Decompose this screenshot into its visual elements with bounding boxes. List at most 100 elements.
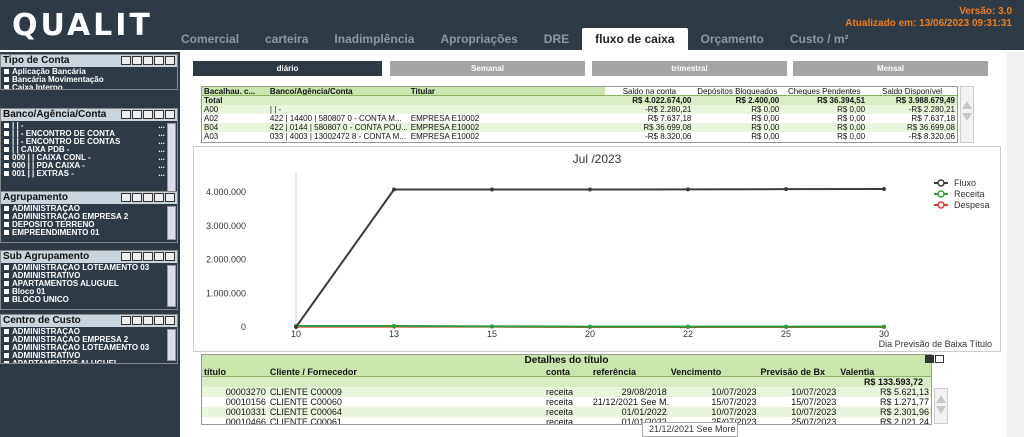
right-gutter: [1007, 52, 1024, 437]
tab-7[interactable]: Custo / m²: [789, 32, 849, 46]
list-item[interactable]: ADMINISTRATIVO: [4, 352, 165, 360]
print-icon[interactable]: [143, 193, 153, 202]
export-icon[interactable]: [154, 316, 164, 325]
comment-icon[interactable]: [132, 316, 142, 325]
export-icon[interactable]: [154, 193, 164, 202]
list-item[interactable]: 000 | | CAIXA CONL -...: [4, 154, 165, 162]
data-point-receita: [588, 324, 592, 329]
cell: R$ 2.021,24: [879, 417, 929, 425]
cell: receita: [546, 407, 574, 417]
tab-6[interactable]: Orçamento: [700, 32, 764, 46]
list-item[interactable]: Caixa Interno: [4, 84, 165, 89]
print-icon[interactable]: [143, 252, 153, 261]
cell: -R$ 2.280,21: [645, 105, 692, 114]
clear-icon[interactable]: [165, 252, 175, 261]
export-icon[interactable]: [154, 252, 164, 261]
search-icon[interactable]: [121, 193, 131, 202]
list-item[interactable]: APARTAMENTOS ALUGUEL: [4, 280, 165, 288]
list-item[interactable]: ADMINISTRAÇÃO LOTEAMENTO 03: [4, 264, 165, 272]
list-item[interactable]: APARTAMENTOS ALUGUEL: [4, 360, 165, 363]
list-item[interactable]: ADMINISTRAÇÃO: [4, 205, 165, 213]
list-item[interactable]: Bancária Movimentação: [4, 76, 165, 84]
period-button-2[interactable]: trimestral: [592, 61, 787, 76]
tab-0[interactable]: Comercial: [181, 32, 240, 46]
list-item[interactable]: ADMINISTRAÇÃO EMPRESA 2: [4, 213, 165, 221]
list-item[interactable]: | | - ENCONTRO DE CONTAS...: [4, 138, 165, 146]
search-icon[interactable]: [121, 252, 131, 261]
accounts-scrollbar[interactable]: [960, 86, 974, 143]
list-item[interactable]: ADMINISTRAÇÃO EMPRESA 2: [4, 336, 165, 344]
list-item[interactable]: BLOCO UNICO: [4, 296, 165, 304]
clear-icon[interactable]: [165, 110, 175, 119]
search-icon[interactable]: [121, 56, 131, 65]
export-icon[interactable]: [935, 355, 944, 363]
y-tick-label: 1.000.000: [206, 288, 246, 298]
tab-1[interactable]: carteira: [265, 32, 309, 46]
listbox-scrollbar[interactable]: [167, 265, 176, 307]
tab-4[interactable]: DRE: [543, 32, 570, 46]
cell: Bacalhau. c...: [204, 87, 256, 95]
listbox-scrollbar[interactable]: [167, 329, 176, 361]
scroll-down-icon[interactable]: [936, 406, 946, 414]
list-item[interactable]: 000 | | PDA CAIXA -...: [4, 162, 165, 170]
legend-label-despesa: Despesa: [954, 200, 990, 210]
print-icon[interactable]: [143, 316, 153, 325]
y-tick-label: 3.000.000: [206, 221, 246, 231]
cell: Cheques Pendentes: [781, 87, 868, 95]
tab-5[interactable]: fluxo de caixa: [582, 28, 688, 50]
cell: título: [204, 367, 226, 376]
legend-label-receita: Receita: [954, 189, 985, 199]
details-scrollbar[interactable]: [934, 388, 948, 424]
tab-3[interactable]: Apropriações: [440, 32, 518, 46]
list-item[interactable]: EMPREENDIMENTO 01: [4, 229, 165, 237]
list-item[interactable]: ADMINISTRAÇÃO: [4, 328, 165, 336]
list-item[interactable]: 001 | | EXTRAS -...: [4, 170, 165, 178]
search-icon[interactable]: [121, 110, 131, 119]
details-row: 00010156 CLIENTE C00060 receita 21/12/2021 …: [202, 397, 931, 407]
print-icon[interactable]: [143, 56, 153, 65]
x-tick-label: 15: [487, 329, 497, 339]
cell: R$ 36.699,08: [643, 123, 692, 132]
cell: 00010466: [225, 417, 266, 425]
cell: -R$ 8.320,06: [645, 132, 692, 141]
listbox-scrollbar[interactable]: [167, 206, 176, 240]
list-item-label: | | -: [12, 122, 24, 130]
list-item[interactable]: DEPÓSITO TERRENO: [4, 221, 165, 229]
scroll-up-icon[interactable]: [962, 101, 972, 109]
comment-icon[interactable]: [132, 110, 142, 119]
cell: R$ 0,00: [751, 123, 780, 132]
list-item[interactable]: | | CAIXA PDB -...: [4, 146, 165, 154]
tab-2[interactable]: Inadimplência: [334, 32, 415, 46]
list-item-label: ADMINISTRAÇÃO EMPRESA 2: [12, 213, 129, 221]
list-item[interactable]: ADMINISTRAÇÃO LOTEAMENTO 03: [4, 344, 165, 352]
scroll-up-icon[interactable]: [936, 395, 946, 403]
cell: Depósitos Bloqueados: [693, 87, 782, 95]
cell: 422 | 0144 | 580807 0 - CONTA POU...: [269, 123, 408, 132]
period-button-1[interactable]: Semanal: [390, 61, 585, 76]
cell: 10/07/2023: [711, 387, 757, 397]
data-point-receita: [882, 324, 886, 329]
clear-icon[interactable]: [165, 193, 175, 202]
comment-icon[interactable]: [132, 56, 142, 65]
export-icon[interactable]: [154, 56, 164, 65]
data-point-receita: [490, 324, 494, 329]
comment-icon[interactable]: [132, 193, 142, 202]
scroll-down-icon[interactable]: [962, 113, 972, 121]
table-row: A00 | | - -R$ 2.280,21 R$ 0,00 R$ 0,00 -R$ 2.…: [202, 105, 957, 114]
period-button-0[interactable]: diário: [193, 61, 382, 76]
data-point-fluxo: [490, 187, 494, 192]
list-item[interactable]: | | -...: [4, 122, 165, 130]
print-icon[interactable]: [143, 110, 153, 119]
comment-icon[interactable]: [132, 252, 142, 261]
list-item[interactable]: ADMINISTRATIVO: [4, 272, 165, 280]
list-item[interactable]: | | - ENCONTRO DE CONTA...: [4, 130, 165, 138]
period-button-3[interactable]: Mensal: [793, 61, 988, 76]
list-item[interactable]: Aplicação Bancária: [4, 68, 165, 76]
list-item[interactable]: Bloco 01: [4, 288, 165, 296]
clear-icon[interactable]: [165, 56, 175, 65]
listbox-body: ADMINISTRAÇÃO LOTEAMENTO 03 ADMINISTRATIV…: [1, 263, 177, 309]
search-icon[interactable]: [121, 316, 131, 325]
clear-icon[interactable]: [165, 316, 175, 325]
export-icon[interactable]: [154, 110, 164, 119]
print-icon[interactable]: [925, 355, 934, 363]
